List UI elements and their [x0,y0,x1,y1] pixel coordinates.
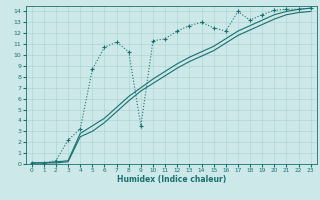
X-axis label: Humidex (Indice chaleur): Humidex (Indice chaleur) [116,175,226,184]
